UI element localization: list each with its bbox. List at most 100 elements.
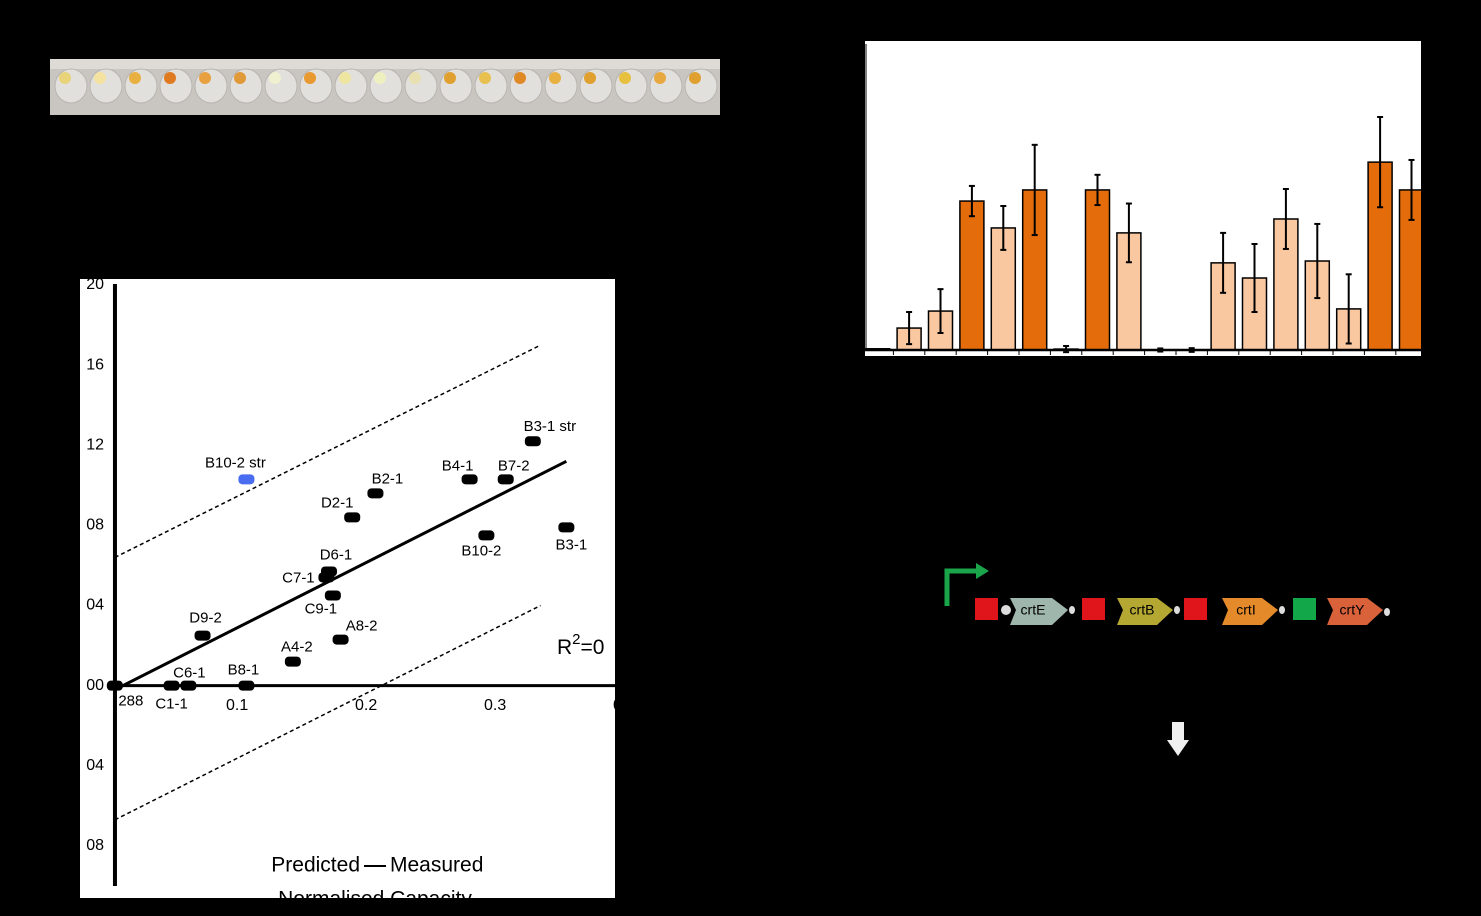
well [369, 68, 403, 104]
pellet [654, 72, 666, 84]
bar [959, 200, 985, 351]
point [194, 630, 211, 641]
point [238, 474, 255, 485]
legend-left: Predicted [271, 854, 360, 877]
pellet [479, 72, 491, 84]
gene-label: crtY [1340, 602, 1366, 618]
y-tick-label: 12 [86, 436, 104, 453]
gene-label: crtE [1021, 602, 1046, 618]
point-label: C1-1 [155, 696, 188, 713]
y-tick-label: 04 [86, 757, 104, 774]
well [334, 68, 368, 104]
point-label: D6-1 [320, 546, 353, 563]
legend-right: Measured [390, 854, 483, 877]
gene-label: crtI [1236, 602, 1255, 618]
pellet [374, 72, 386, 84]
point [344, 512, 361, 523]
pellet [339, 72, 351, 84]
rbs [1184, 598, 1207, 620]
point [478, 530, 495, 541]
pellet [199, 72, 211, 84]
well [474, 68, 508, 104]
pellet [619, 72, 631, 84]
well [544, 68, 578, 104]
pellet [549, 72, 561, 84]
point [497, 474, 514, 485]
pellet [689, 72, 701, 84]
y-tick-label: 16 [86, 356, 104, 373]
promoter [944, 568, 978, 606]
gene-diagram: crtE crtB crtI crtY [944, 563, 1390, 756]
well [229, 68, 263, 104]
point [461, 474, 478, 485]
well [614, 68, 648, 104]
point [367, 488, 384, 499]
point [332, 634, 349, 645]
pellet [59, 72, 71, 84]
well [684, 68, 718, 104]
well [509, 68, 543, 104]
point-label: B8-1 [228, 662, 260, 679]
r-squared: R2=0 [557, 631, 604, 659]
rbs [975, 598, 998, 620]
point [284, 656, 301, 667]
scatter-chart: 20 16 12 08 04 00 04 08 0.1 0.2 0.3 0 B10-2 str B3-1 … [86, 276, 622, 898]
well [194, 68, 228, 104]
rbs [1293, 598, 1316, 620]
point-label: B10-2 str [205, 454, 266, 471]
gene-arrow [1117, 598, 1173, 625]
well [299, 68, 333, 104]
y-tick-label: 08 [86, 517, 104, 534]
point-label: 288 [118, 693, 143, 710]
pellet [444, 72, 456, 84]
r-value: =0 [581, 636, 605, 659]
terminator [1001, 605, 1011, 615]
point [163, 680, 180, 691]
gene-arrow [1327, 598, 1383, 625]
y-tick-label: 04 [86, 597, 104, 614]
point-label: D2-1 [321, 494, 354, 511]
terminator [1069, 606, 1075, 614]
well [579, 68, 613, 104]
point [524, 436, 541, 447]
pellet [234, 72, 246, 84]
gene-label: crtB [1130, 602, 1155, 618]
fit-line [114, 459, 568, 692]
down-arrow [1167, 722, 1189, 756]
pellet [409, 72, 421, 84]
point-label: A4-2 [281, 639, 313, 656]
x-tick-label: 0.1 [226, 697, 248, 714]
well [124, 68, 158, 104]
well [404, 68, 438, 104]
point-label: C9-1 [305, 600, 338, 617]
terminator [1384, 608, 1390, 616]
rbs [1082, 598, 1105, 620]
terminator [1174, 606, 1180, 614]
r-label: R [557, 636, 572, 659]
r-sup: 2 [572, 631, 580, 648]
bar [1084, 189, 1111, 351]
point [318, 572, 335, 583]
promoter-arrow [976, 563, 989, 579]
x-tick-label: 0 [613, 697, 622, 714]
point-label: B10-2 [461, 542, 501, 559]
y-tick-label: 20 [86, 276, 104, 293]
pellet [94, 72, 106, 84]
pellet [304, 72, 316, 84]
prediction-band [114, 344, 541, 559]
pellet [514, 72, 526, 84]
point-label: C7-1 [282, 569, 315, 586]
bar-chart [865, 44, 1421, 355]
point-label: B7-2 [498, 457, 530, 474]
point [106, 680, 123, 691]
photo-strip [50, 59, 720, 115]
point [558, 522, 575, 533]
point-label: A8-2 [346, 618, 378, 635]
point [238, 680, 255, 691]
well [649, 68, 683, 104]
pellet [129, 72, 141, 84]
pellet [164, 72, 176, 84]
point-label: D9-2 [189, 610, 222, 627]
terminator [1279, 606, 1285, 614]
